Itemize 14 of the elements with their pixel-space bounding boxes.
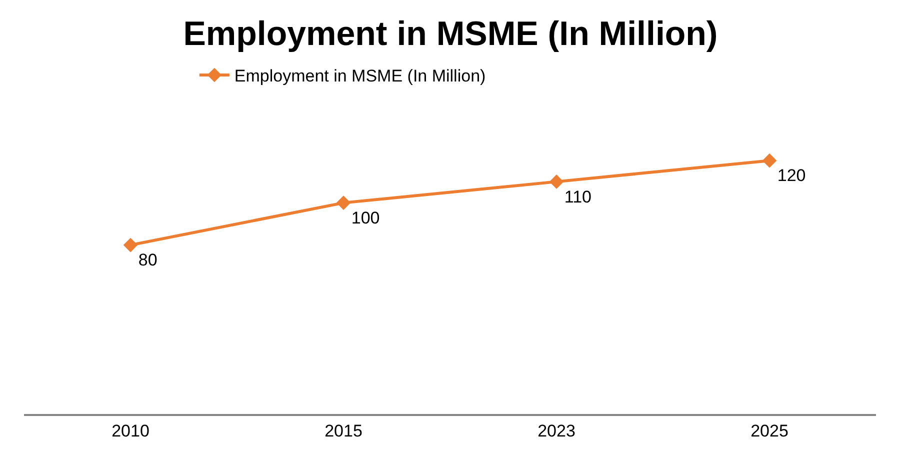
x-tick-label: 2015 [324,421,362,440]
x-tick-label: 2010 [112,421,150,440]
x-tick-label: 2025 [750,421,788,440]
x-tick-label: 2023 [538,421,576,440]
data-label: 100 [351,208,380,228]
chart-title: Employment in MSME (In Million) [183,15,718,54]
data-label: 80 [138,250,158,270]
point [549,174,564,189]
point [336,196,351,210]
data-label: 110 [564,187,592,206]
point [762,153,777,168]
data-label: 120 [777,166,806,186]
point [123,238,138,252]
legend-label: Employment in MSME (In Million) [234,66,486,86]
